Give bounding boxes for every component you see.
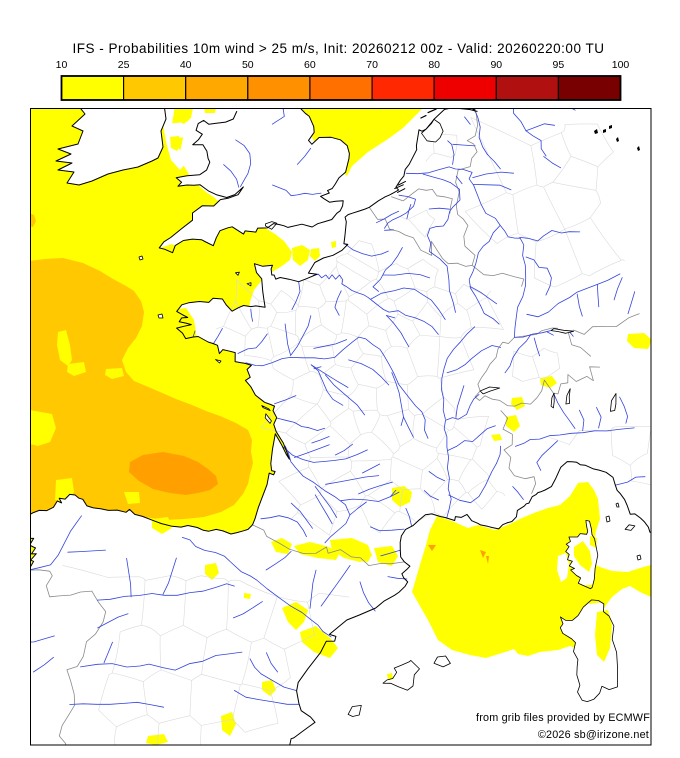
svg-text:70: 70 <box>366 59 378 71</box>
svg-text:50: 50 <box>242 59 254 71</box>
svg-text:60: 60 <box>304 59 316 71</box>
svg-text:95: 95 <box>553 59 565 71</box>
svg-text:100: 100 <box>612 59 630 71</box>
svg-text:IFS - Probabilities 10m wind >: IFS - Probabilities 10m wind > 25 m/s, I… <box>73 41 605 56</box>
svg-text:80: 80 <box>428 59 440 71</box>
svg-text:25: 25 <box>118 59 130 71</box>
svg-text:©2026 sb@irizone.net: ©2026 sb@irizone.net <box>538 729 649 741</box>
svg-text:from grib files provided by EC: from grib files provided by ECMWF <box>476 712 650 724</box>
svg-text:40: 40 <box>180 59 192 71</box>
svg-text:10: 10 <box>56 59 68 71</box>
svg-text:90: 90 <box>490 59 502 71</box>
